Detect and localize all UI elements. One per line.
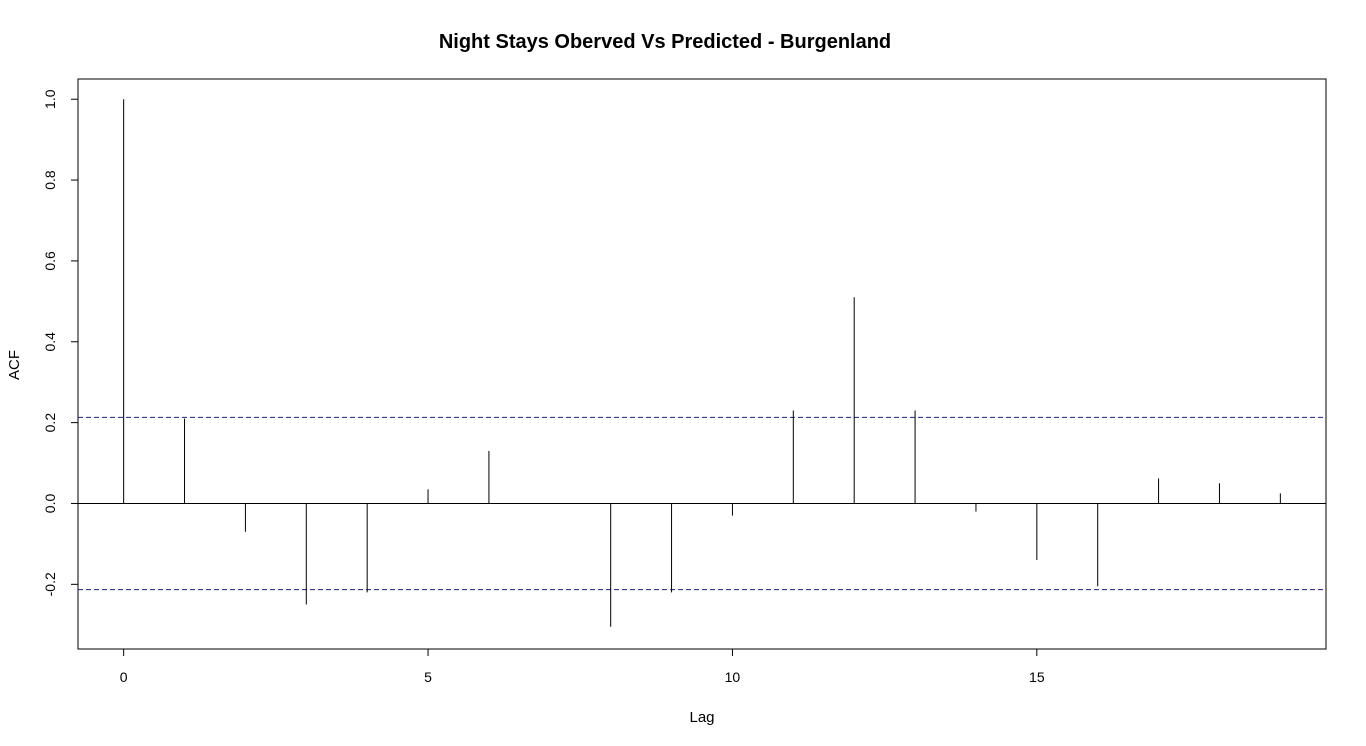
y-tick-label: 0.6 xyxy=(42,251,58,271)
x-tick-label: 10 xyxy=(725,669,741,685)
x-tick-label: 15 xyxy=(1029,669,1045,685)
plot-area: 0 5 10 15 -0.2 0.0 0.2 0.4 0.6 0.8 1.0 xyxy=(42,78,1327,685)
y-tick-label: 0.2 xyxy=(42,413,58,433)
y-tick-label: 1.0 xyxy=(42,89,58,109)
plot-frame xyxy=(77,78,1327,650)
y-tick-label: 0.0 xyxy=(42,494,58,514)
x-tick-label: 5 xyxy=(424,669,432,685)
x-axis-title: Lag xyxy=(689,709,714,726)
x-tick-label: 0 xyxy=(120,669,128,685)
y-tick-label: 0.4 xyxy=(42,332,58,352)
chart-title: Night Stays Oberved Vs Predicted - Burge… xyxy=(439,31,891,53)
y-axis-title: ACF xyxy=(6,350,23,380)
y-tick-label: -0.2 xyxy=(42,572,58,596)
y-tick-label: 0.8 xyxy=(42,170,58,190)
